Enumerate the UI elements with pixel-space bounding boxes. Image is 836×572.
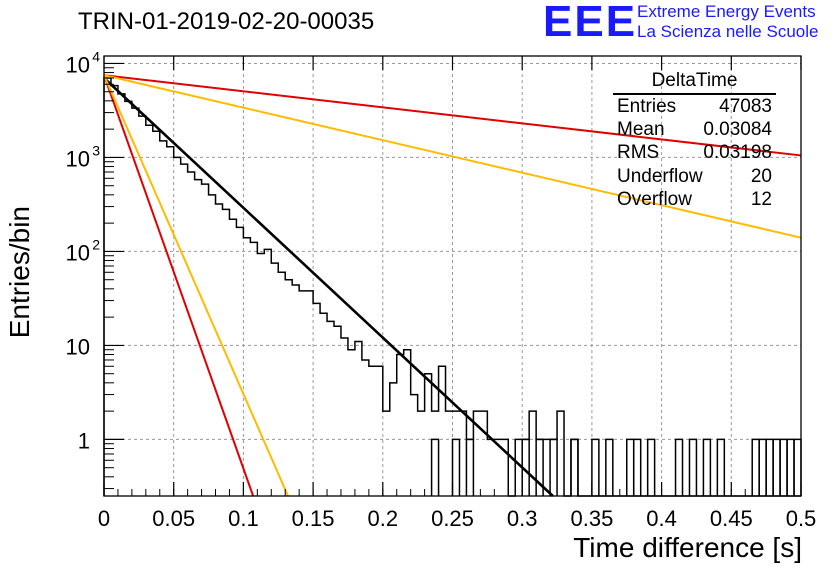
x-tick-label: 0.3 (507, 506, 538, 531)
x-tick-label: 0.15 (292, 506, 335, 531)
y-tick-label: 1 (78, 428, 90, 453)
stats-label: Mean (617, 119, 665, 141)
stats-row: Entries 47083 (613, 95, 776, 118)
stats-row: Overflow 12 (613, 188, 776, 211)
stats-label: Underflow (617, 165, 703, 187)
x-tick-label: 0.45 (710, 506, 753, 531)
stats-box: DeltaTime Entries 47083 Mean 0.03084 RMS 0.… (613, 70, 776, 211)
stats-label: RMS (617, 142, 660, 164)
stats-value: 12 (750, 188, 772, 210)
series-line (103, 74, 289, 497)
histogram-bin (646, 438, 656, 496)
histogram-bin (451, 438, 461, 496)
x-tick-label: 0.05 (152, 506, 195, 531)
stats-title: DeltaTime (613, 70, 776, 95)
histogram-bin (779, 438, 788, 496)
histogram-bin (465, 438, 475, 496)
y-tick-label: 10 (66, 146, 90, 171)
y-tick-exponent: 4 (92, 48, 100, 64)
histogram-bin (688, 438, 698, 496)
histogram-bin (786, 438, 795, 496)
logo-text-line2: La Scienza nelle Scuole (637, 22, 819, 41)
x-tick-label: 0.1 (228, 506, 259, 531)
stats-label: Overflow (617, 188, 692, 210)
stats-value: 20 (750, 165, 772, 187)
y-axis-label: Entries/bin (4, 206, 35, 339)
histogram-bin (430, 438, 440, 496)
chart-title: TRIN-01-2019-02-20-00035 (78, 8, 375, 35)
y-tick-exponent: 3 (92, 142, 100, 158)
x-axis-label: Time difference [s] (573, 532, 802, 563)
series-line (103, 74, 802, 157)
stats-label: Entries (617, 96, 677, 117)
stats-row: RMS 0.03198 (613, 141, 776, 164)
y-tick-label: 10 (66, 334, 90, 359)
histogram-bin (751, 438, 760, 496)
series-line (103, 77, 554, 497)
stats-row: Mean 0.03084 (613, 118, 776, 141)
eee-logo-mark: EEE (543, 0, 638, 46)
histogram-bin (765, 438, 774, 496)
histogram-bin (702, 438, 712, 496)
histogram-bin (626, 438, 635, 496)
stats-value: 0.03084 (703, 119, 772, 141)
y-tick-label: 10 (66, 240, 90, 265)
series-line (103, 74, 255, 497)
x-tick-label: 0.4 (646, 506, 677, 531)
y-tick-label: 10 (66, 52, 90, 77)
histogram-bin (591, 438, 600, 496)
x-tick-label: 0.2 (368, 506, 399, 531)
histogram-bin (632, 438, 642, 496)
x-tick-label: 0.25 (431, 506, 474, 531)
histogram-bin (535, 438, 544, 496)
histogram-bin (549, 438, 558, 496)
histogram-bin (758, 438, 767, 496)
x-tick-label: 0 (98, 506, 110, 531)
stats-value: 47083 (719, 96, 772, 117)
y-tick-exponent: 2 (92, 236, 100, 252)
logo-text-line1: Extreme Energy Events (637, 2, 816, 21)
x-tick-label: 0.35 (570, 506, 613, 531)
histogram-bin (716, 438, 726, 496)
histogram-bin (793, 438, 802, 496)
stats-row: Underflow 20 (613, 165, 776, 188)
histogram-bin (674, 438, 684, 496)
stats-value: 0.03198 (703, 142, 772, 164)
histogram-bin (570, 438, 579, 496)
histogram-bin (772, 438, 781, 496)
x-tick-label: 0.5 (786, 506, 817, 531)
series-line (103, 74, 802, 239)
histogram-bin (605, 438, 614, 496)
